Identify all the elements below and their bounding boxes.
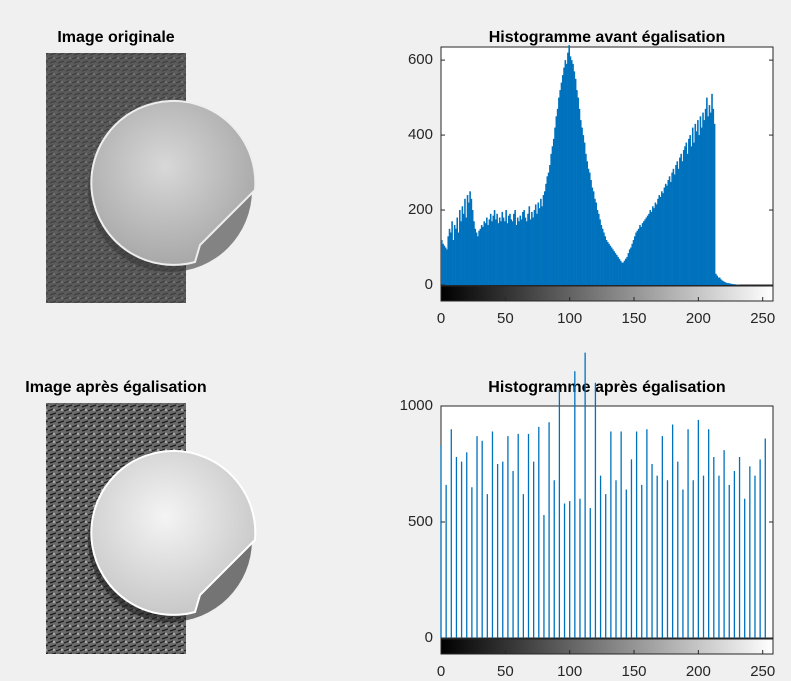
chart-title: Histogramme avant égalisation xyxy=(489,29,726,46)
y-tick-label: 0 xyxy=(425,629,433,646)
chart-title: Image après égalisation xyxy=(25,379,206,396)
y-tick-label: 400 xyxy=(408,126,433,143)
x-tick-label: 250 xyxy=(750,663,775,680)
x-tick-label: 100 xyxy=(557,310,582,327)
plot-area xyxy=(441,406,773,638)
y-tick-label: 600 xyxy=(408,51,433,68)
bar xyxy=(714,124,716,285)
chart-title: Image originale xyxy=(57,29,174,46)
y-tick-label: 1000 xyxy=(400,397,433,414)
x-tick-label: 200 xyxy=(686,310,711,327)
figure: Image originale Histogramme avant égalisa… xyxy=(0,0,791,681)
chart-title: Histogramme après égalisation xyxy=(488,379,725,396)
colorbar xyxy=(441,286,773,301)
x-tick-label: 150 xyxy=(622,310,647,327)
original-image xyxy=(46,53,255,303)
colorbar xyxy=(441,639,773,654)
x-tick-label: 250 xyxy=(750,310,775,327)
x-tick-label: 50 xyxy=(497,663,514,680)
y-tick-label: 200 xyxy=(408,201,433,218)
y-tick-label: 500 xyxy=(408,513,433,530)
x-tick-label: 0 xyxy=(437,663,445,680)
x-tick-label: 50 xyxy=(497,310,514,327)
x-tick-label: 0 xyxy=(437,310,445,327)
x-tick-label: 150 xyxy=(622,663,647,680)
equalized-image xyxy=(46,403,255,654)
y-tick-label: 0 xyxy=(425,276,433,293)
x-tick-label: 100 xyxy=(557,663,582,680)
x-tick-label: 200 xyxy=(686,663,711,680)
